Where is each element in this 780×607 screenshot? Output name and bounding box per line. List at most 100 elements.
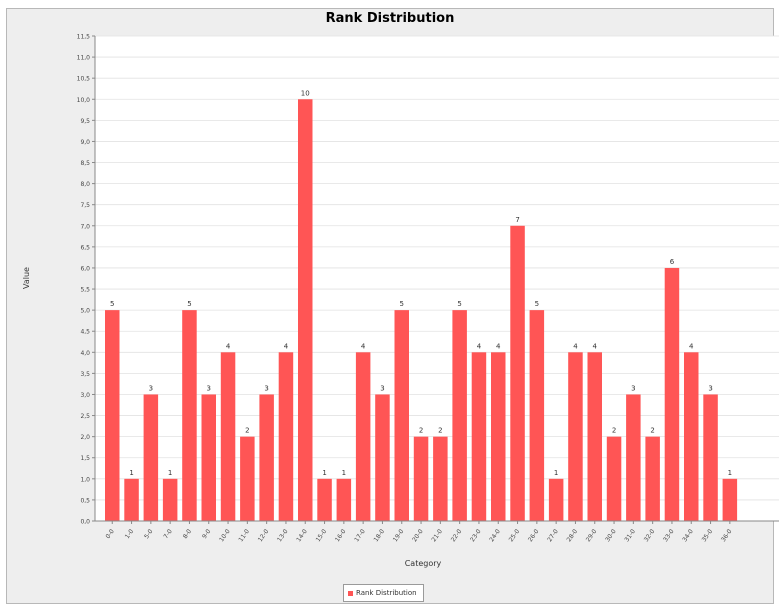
legend: Rank Distribution <box>343 584 424 602</box>
data-label: 5 <box>457 300 461 308</box>
bar <box>182 310 197 521</box>
data-label: 4 <box>284 342 289 350</box>
y-tick-label: 0,0 <box>80 519 90 526</box>
y-tick-label: 8,5 <box>80 160 90 167</box>
y-tick-label: 2,5 <box>80 413 90 420</box>
y-tick-label: 2,0 <box>80 434 90 441</box>
data-label: 5 <box>535 300 539 308</box>
y-tick-label: 1,5 <box>80 455 90 462</box>
x-tick-label: 17-0 <box>353 528 367 543</box>
legend-label: Rank Distribution <box>356 589 417 597</box>
data-label: 4 <box>361 342 366 350</box>
x-tick-label: 9-0 <box>201 528 212 540</box>
y-tick-label: 0,5 <box>80 497 90 504</box>
x-tick-label: 12-0 <box>257 528 271 543</box>
data-label: 3 <box>631 384 635 392</box>
data-label: 3 <box>264 384 268 392</box>
y-tick-label: 9,5 <box>80 118 90 125</box>
bar <box>317 478 332 521</box>
x-tick-label: 0-0 <box>105 528 116 540</box>
y-tick-label: 6,5 <box>80 244 90 251</box>
bar <box>259 394 274 521</box>
legend-swatch <box>348 590 353 596</box>
bar <box>471 352 487 521</box>
x-tick-label: 7-0 <box>162 528 173 540</box>
bar <box>664 267 680 521</box>
bar <box>394 310 409 521</box>
data-label: 3 <box>380 384 384 392</box>
data-label: 5 <box>110 300 114 308</box>
bar <box>375 394 390 521</box>
y-tick-label: 7,0 <box>80 223 90 230</box>
x-tick-label: 35-0 <box>701 528 715 543</box>
data-label: 2 <box>419 427 423 435</box>
bar <box>722 478 738 521</box>
y-tick-label: 8,0 <box>80 181 90 188</box>
x-axis-label: Category <box>405 559 442 568</box>
bar <box>413 436 429 521</box>
bar <box>162 478 178 521</box>
data-label: 2 <box>438 427 442 435</box>
data-label: 7 <box>515 216 519 224</box>
bar <box>548 478 564 521</box>
data-label: 1 <box>168 469 172 477</box>
bar <box>626 394 641 521</box>
x-tick-label: 15-0 <box>315 528 329 543</box>
bar <box>452 310 467 521</box>
data-label: 4 <box>689 342 694 350</box>
data-label: 3 <box>207 384 211 392</box>
bar <box>336 478 352 521</box>
bar <box>491 352 506 521</box>
bar <box>220 352 236 521</box>
x-tick-label: 29-0 <box>585 528 599 543</box>
y-tick-label: 9,0 <box>80 139 90 146</box>
bar <box>645 436 660 521</box>
y-tick-label: 1,0 <box>80 476 90 483</box>
y-axis-label: Value <box>22 267 31 289</box>
x-tick-label: 30-0 <box>604 528 618 543</box>
x-tick-label: 28-0 <box>566 528 580 543</box>
data-label: 3 <box>708 384 712 392</box>
bar <box>529 310 545 521</box>
bar <box>510 225 525 522</box>
x-tick-label: 14-0 <box>295 528 309 543</box>
data-label: 4 <box>573 342 578 350</box>
bar <box>433 436 448 521</box>
x-tick-label: 22-0 <box>450 528 464 543</box>
bar <box>298 99 313 522</box>
x-tick-label: 1-0 <box>124 528 135 540</box>
y-tick-label: 3,0 <box>80 392 90 399</box>
x-tick-label: 20-0 <box>411 528 425 543</box>
x-tick-label: 23-0 <box>469 528 483 543</box>
y-tick-label: 3,5 <box>80 371 90 378</box>
data-labels: 5 1 3 1 5 3 4 2 3 4 10 1 1 4 3 5 2 2 5 4 4 7 5 1 4 4 2 3 2 6 4 3 1 <box>110 89 732 477</box>
data-label: 1 <box>322 469 326 477</box>
bars <box>105 99 738 522</box>
x-tick-label: 33-0 <box>662 528 676 543</box>
bar <box>278 352 294 521</box>
x-tick-label: 32-0 <box>643 528 657 543</box>
x-tick-label: 31-0 <box>623 528 637 543</box>
bar <box>124 478 139 521</box>
x-tick-label: 16-0 <box>334 528 348 543</box>
data-label: 1 <box>554 469 558 477</box>
bar <box>568 352 583 521</box>
data-label: 2 <box>245 427 249 435</box>
data-label: 6 <box>670 258 675 266</box>
y-axis-ticks: 0,0 0,5 1,0 1,5 2,0 2,5 3,0 3,5 4,0 4,5 5,0 5,5 6,0 6… <box>77 34 95 526</box>
bar <box>355 352 371 521</box>
y-tick-label: 4,5 <box>80 329 90 336</box>
y-tick-label: 5,0 <box>80 308 90 315</box>
data-label: 1 <box>728 469 732 477</box>
y-tick-label: 11,0 <box>77 55 91 62</box>
data-label: 1 <box>342 469 346 477</box>
x-tick-label: 36-0 <box>720 528 734 543</box>
x-tick-label: 13-0 <box>276 528 290 543</box>
x-tick-label: 8-0 <box>182 528 193 540</box>
x-tick-label: 18-0 <box>373 528 387 543</box>
x-tick-label: 10-0 <box>218 528 232 543</box>
data-label: 2 <box>612 427 616 435</box>
bar <box>606 436 622 521</box>
data-label: 3 <box>149 384 153 392</box>
